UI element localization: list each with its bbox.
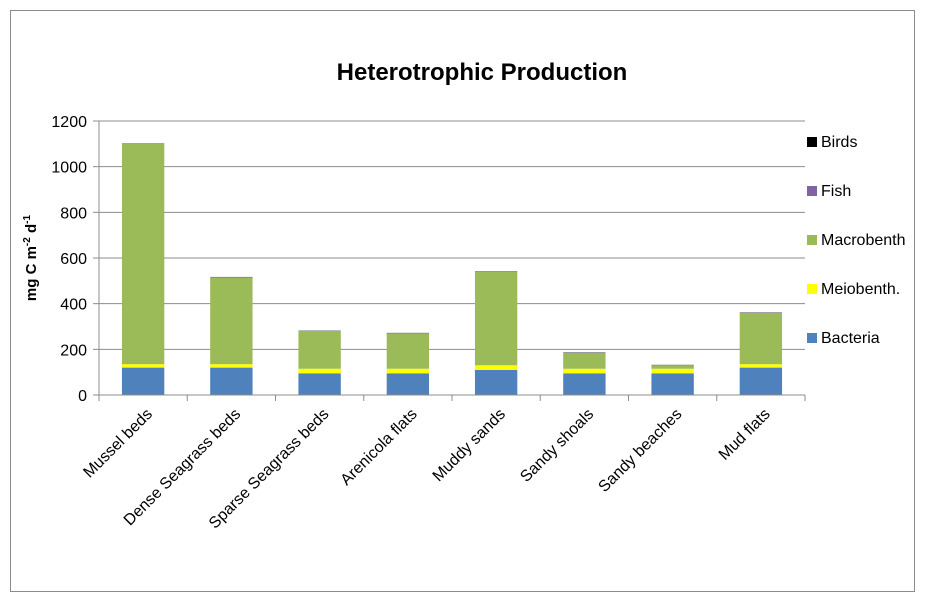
bar-stack	[121, 143, 165, 395]
bar-stack	[739, 312, 783, 395]
bar-stack	[298, 330, 341, 395]
axes	[98, 121, 805, 396]
bar-stack	[563, 352, 606, 395]
bar-segment	[563, 352, 606, 369]
bar-segment	[563, 368, 606, 374]
legend-swatch	[807, 186, 817, 196]
gridlines	[93, 120, 806, 401]
y-tick-label: 1200	[51, 114, 87, 131]
bar-segment	[651, 373, 694, 395]
bar-segment	[121, 143, 165, 365]
legend-item: Birds	[807, 134, 857, 151]
x-tick-label: Mussel beds	[80, 406, 156, 482]
x-tick-label: Muddy sands	[430, 406, 509, 485]
legend-swatch	[807, 284, 817, 294]
bar-segment	[210, 277, 253, 365]
legend-item: Bacteria	[807, 330, 880, 347]
bar-segment	[651, 368, 694, 374]
legend-swatch	[807, 235, 817, 245]
x-tick-label: Mud flats	[716, 406, 774, 464]
legend-item: Fish	[807, 183, 851, 200]
bar-segment	[474, 365, 518, 370]
bar-segment	[386, 368, 430, 374]
legend-item: Macrobenth	[807, 232, 906, 249]
bar-segment	[474, 369, 518, 395]
legend-label: Macrobenth	[821, 232, 906, 249]
x-tick-label: Sandy shoals	[517, 406, 597, 486]
bar-segment	[739, 367, 783, 395]
y-tick-label: 200	[60, 342, 87, 359]
legend-swatch	[807, 137, 817, 147]
bar-stack	[651, 364, 694, 395]
y-axis-label: mg C m-2 d-1	[22, 214, 40, 301]
bar-segment	[210, 367, 253, 395]
bar-stack	[386, 332, 430, 395]
bar-segment	[739, 364, 783, 368]
bar-segment	[210, 364, 253, 368]
bar-segment	[298, 368, 341, 374]
x-tick-label: Arenicola flats	[338, 406, 421, 489]
bars	[121, 143, 783, 395]
legend-label: Bacteria	[821, 330, 880, 347]
bar-segment	[121, 364, 165, 368]
legend-label: Birds	[821, 134, 857, 151]
bar-stack	[210, 276, 253, 395]
bar-segment	[739, 312, 783, 365]
y-tick-label: 1000	[51, 160, 87, 177]
x-tick-label: Sandy beaches	[595, 406, 685, 496]
legend-label: Meiobenth.	[821, 281, 900, 298]
bar-segment	[474, 271, 518, 366]
y-tick-label: 600	[60, 251, 87, 268]
legend-item: Meiobenth.	[807, 281, 900, 298]
legend: Birds Fish Macrobenth Meiobenth. Bacteria	[807, 134, 906, 347]
bar-stack	[474, 271, 518, 395]
y-tick-label: 800	[60, 205, 87, 222]
bar-segment	[386, 373, 430, 395]
bar-segment	[563, 373, 606, 395]
bar-segment	[651, 365, 694, 369]
bar-segment	[121, 367, 165, 395]
bar-segment	[298, 331, 341, 369]
y-tick-labels: 0 200 400 600 800 1000 1200	[51, 114, 87, 405]
legend-label: Fish	[821, 183, 851, 200]
legend-swatch	[807, 333, 817, 343]
bar-segment	[386, 333, 430, 369]
y-tick-label: 400	[60, 297, 87, 314]
bar-segment	[298, 373, 341, 395]
y-tick-label: 0	[78, 388, 87, 405]
chart-title: Heterotrophic Production	[337, 59, 628, 86]
